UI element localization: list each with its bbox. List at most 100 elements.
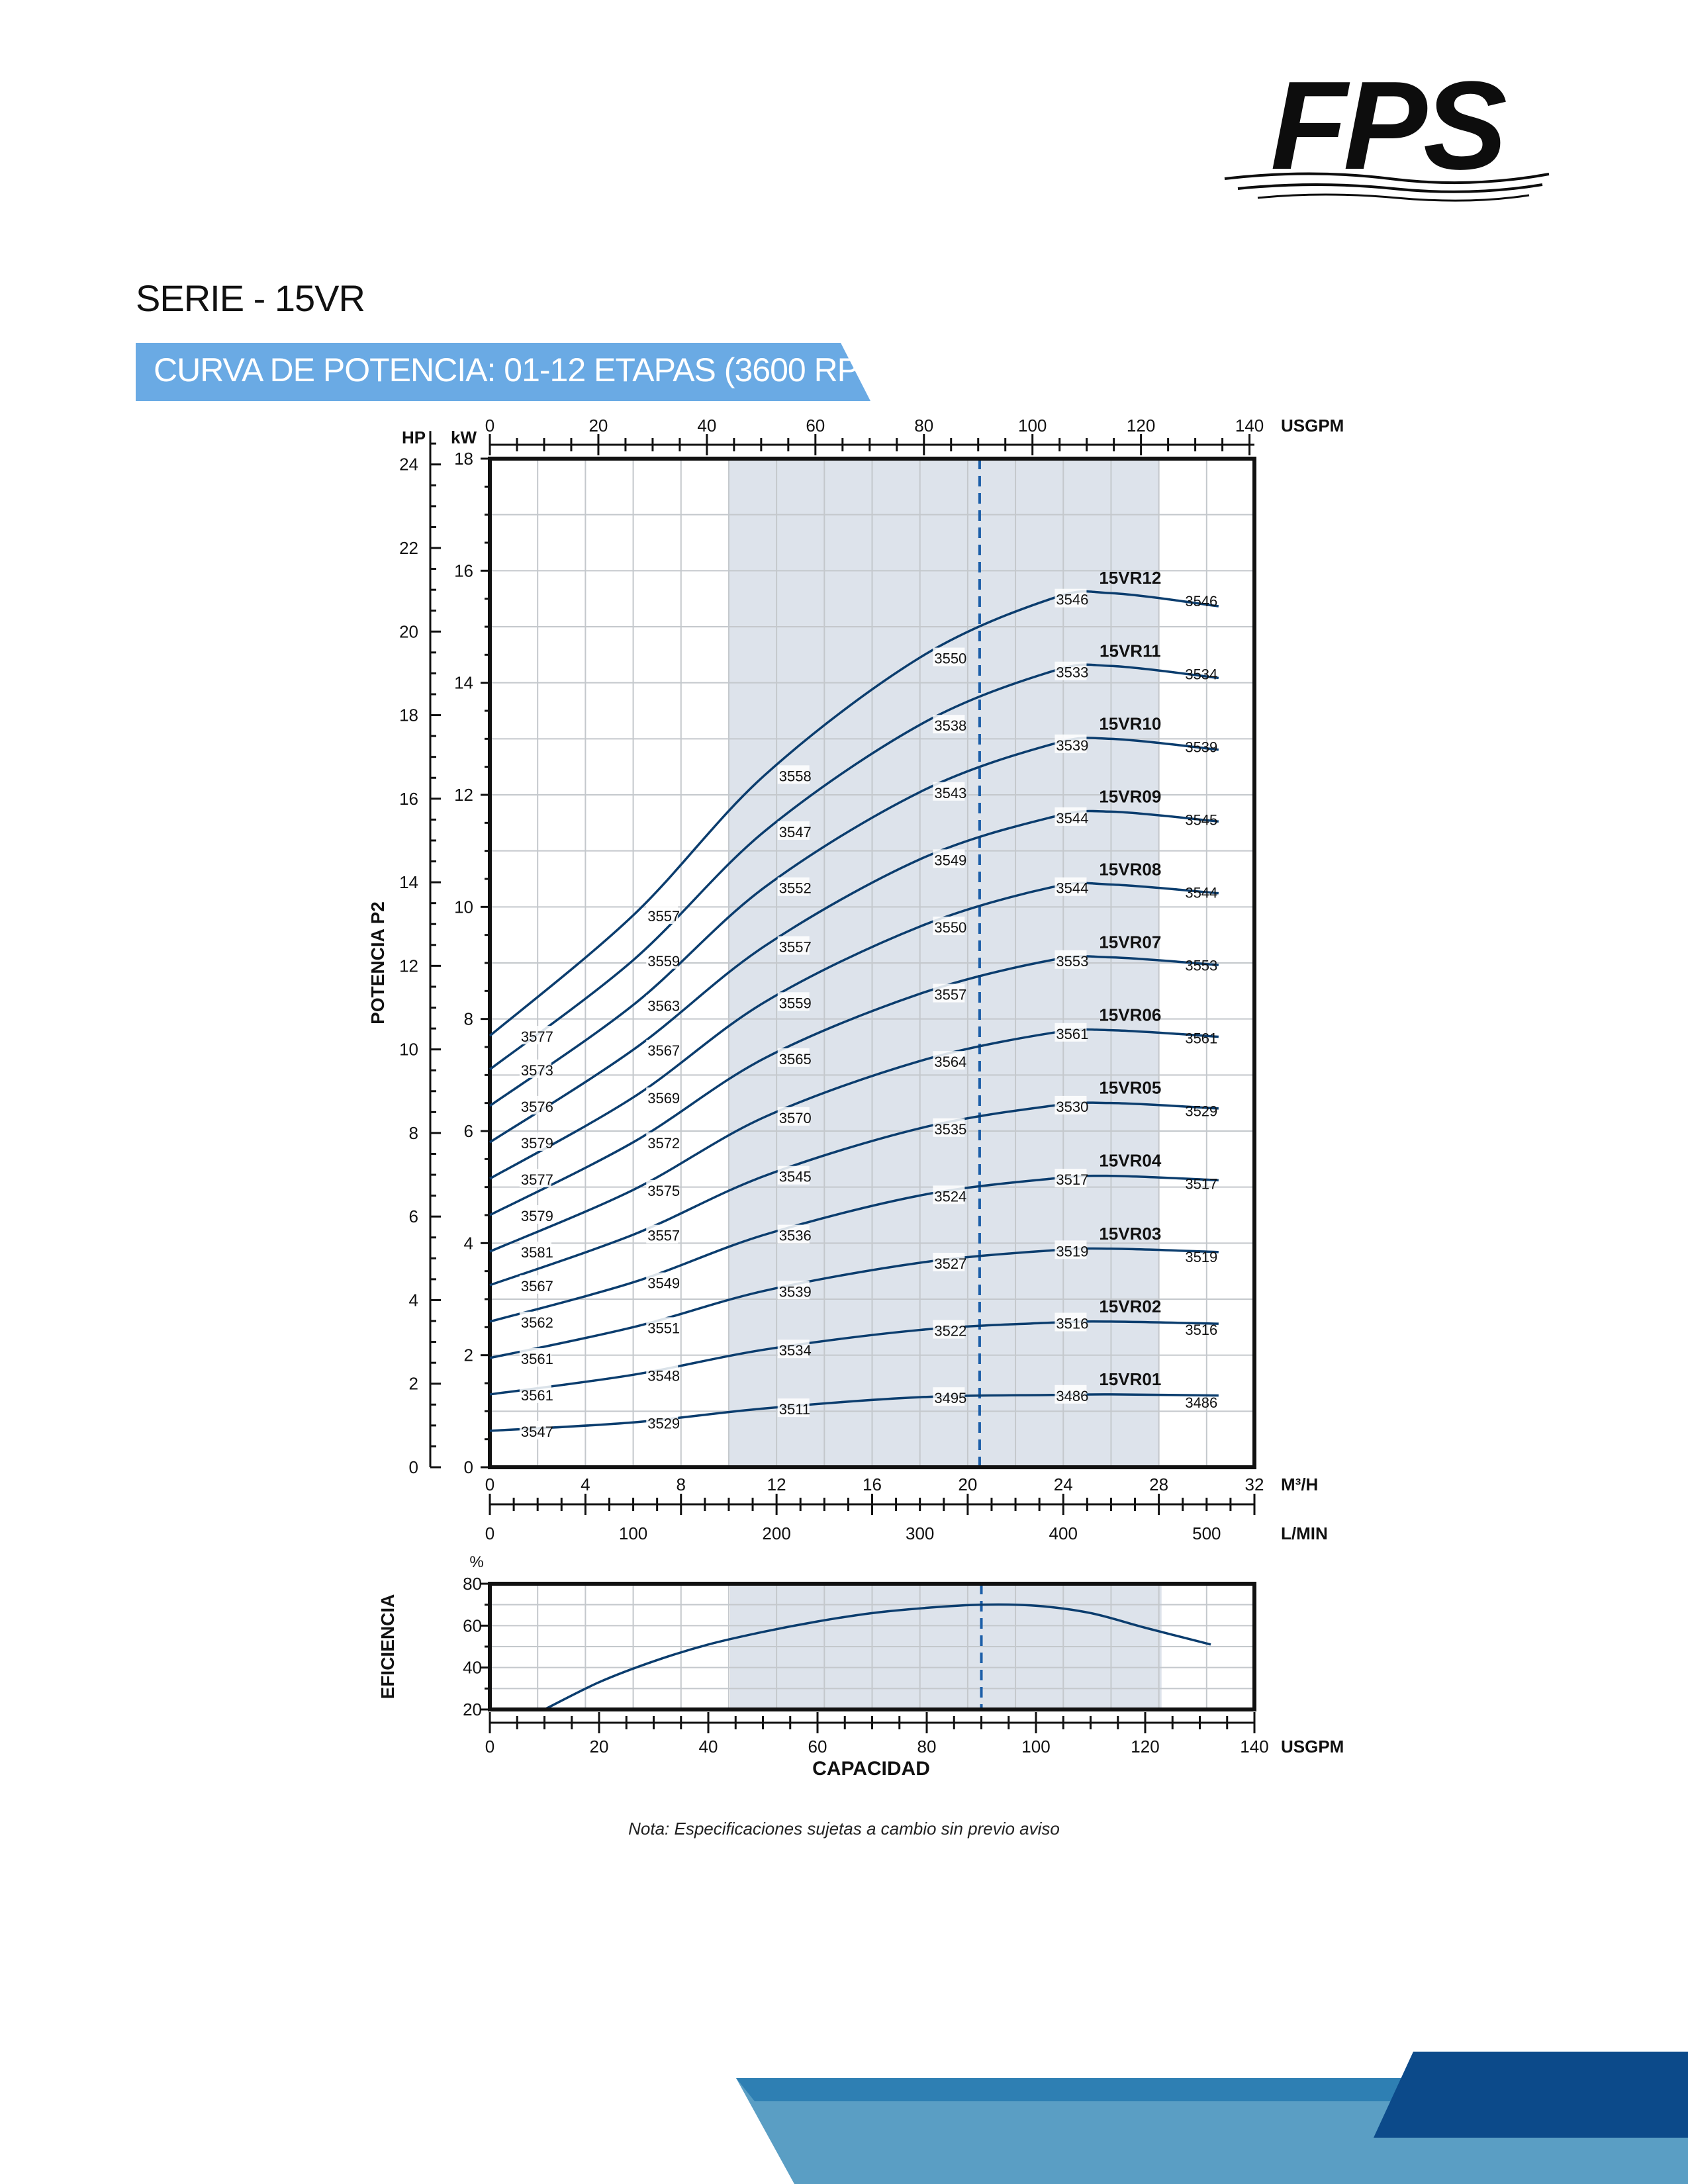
hp-axis-tick-label: 12 [399, 956, 418, 976]
rpm-label: 3575 [647, 1183, 680, 1199]
rpm-label-bg [777, 877, 810, 896]
series-name-15vr07: 15VR07 [1099, 933, 1161, 952]
rpm-label-bg [777, 992, 810, 1011]
rpm-label-bg [1055, 950, 1087, 969]
eff-bottom-tick-label: 60 [808, 1737, 827, 1756]
rpm-label: 3543 [934, 785, 966, 801]
top-axis-tick-label: 20 [588, 416, 608, 435]
power-curve-15vr02 [489, 1320, 1219, 1396]
kw-axis-tick-label: 2 [464, 1345, 473, 1365]
series-title: SERIE - 15VR [136, 277, 365, 319]
top-axis-tick-label: 140 [1235, 416, 1264, 435]
rpm-label: 3549 [647, 1275, 680, 1292]
rpm-label: 3549 [934, 852, 966, 868]
rpm-label-bg [1055, 1168, 1087, 1187]
power-curve-15vr04 [489, 1174, 1219, 1323]
rpm-label-bg [933, 983, 965, 1003]
power-curve-15vr03 [489, 1247, 1219, 1359]
series-name-15vr02: 15VR02 [1099, 1297, 1161, 1316]
eff-axis-tick-label: 40 [463, 1658, 482, 1678]
m3h-axis-tick-label: 16 [863, 1475, 882, 1494]
power-axis-label: POTENCIA P2 [367, 901, 388, 1024]
top-axis-tick-label: 0 [485, 416, 494, 435]
hp-axis-tick-label: 2 [409, 1374, 418, 1394]
rpm-label: 3562 [521, 1314, 553, 1331]
m3h-axis-tick-label: 24 [1054, 1475, 1073, 1494]
rpm-end-label: 3486 [1185, 1394, 1217, 1411]
rpm-label: 3522 [934, 1323, 966, 1340]
rpm-label-bg [1055, 1312, 1087, 1332]
rpm-label-bg [646, 995, 679, 1014]
rpm-label: 3517 [1056, 1171, 1088, 1188]
eff-axis-tick-label: 60 [463, 1615, 482, 1635]
power-curve-15vr12 [489, 590, 1219, 1037]
kw-axis-unit: kW [451, 428, 477, 447]
power-curve-15vr01 [489, 1393, 1219, 1432]
rpm-label-bg [933, 782, 965, 801]
banner-title: CURVA DE POTENCIA: 01-12 ETAPAS (3600 RP… [154, 351, 896, 388]
rpm-label-bg [646, 905, 679, 925]
eff-bottom-tick-label: 0 [485, 1737, 494, 1756]
series-name-15vr06: 15VR06 [1099, 1005, 1161, 1025]
rpm-label: 3561 [521, 1351, 553, 1367]
rpm-label: 3563 [647, 998, 680, 1015]
m3h-axis-tick-label: 4 [581, 1475, 590, 1494]
rpm-label-bg [646, 1272, 679, 1291]
rpm-end-label: 3561 [1185, 1030, 1217, 1047]
hp-axis-tick-label: 6 [409, 1206, 418, 1226]
rpm-label-bg [519, 1095, 551, 1115]
rpm-label-bg [519, 1132, 551, 1151]
rpm-label: 3535 [934, 1121, 966, 1138]
m3h-axis-tick-label: 0 [485, 1475, 494, 1494]
rpm-label-bg [1055, 807, 1087, 826]
eff-bottom-tick-label: 100 [1021, 1737, 1050, 1756]
rpm-label: 3557 [647, 908, 680, 925]
rpm-label-bg [519, 1384, 551, 1403]
rpm-label: 3519 [1056, 1243, 1088, 1259]
rpm-label-bg [646, 1132, 679, 1151]
rpm-label-bg [646, 1224, 679, 1244]
eff-axis-tick-label: 80 [463, 1574, 482, 1594]
series-name-15vr12: 15VR12 [1099, 568, 1161, 588]
kw-axis-tick-label: 16 [454, 561, 473, 580]
rpm-label: 3557 [934, 987, 966, 1003]
kw-axis-tick-label: 8 [464, 1009, 473, 1029]
rpm-label-bg [777, 1048, 810, 1067]
eff-bottom-tick-label: 40 [699, 1737, 718, 1756]
rpm-end-label: 3539 [1185, 739, 1217, 755]
rpm-label: 3570 [779, 1110, 812, 1126]
rpm-label: 3524 [934, 1188, 966, 1205]
rpm-label-bg [646, 1087, 679, 1107]
rpm-label: 3547 [521, 1424, 553, 1440]
series-name-15vr08: 15VR08 [1099, 859, 1161, 879]
rpm-label-bg [777, 1281, 810, 1300]
rpm-label-bg [519, 1059, 551, 1078]
rpm-label: 3511 [779, 1401, 810, 1418]
rpm-label-bg [1055, 1095, 1087, 1115]
rpm-end-label: 3516 [1185, 1322, 1217, 1338]
capacity-axis-label: CAPACIDAD [812, 1758, 930, 1780]
eff-bottom-tick-label: 120 [1131, 1737, 1159, 1756]
rpm-label-bg [933, 916, 965, 935]
top-axis-unit: USGPM [1281, 416, 1344, 435]
kw-axis-tick-label: 18 [454, 449, 473, 469]
series-name-15vr01: 15VR01 [1099, 1369, 1161, 1389]
power-curve-15vr05 [489, 1101, 1219, 1287]
efficiency-curve [543, 1603, 1211, 1711]
rpm-label-bg [519, 1242, 551, 1261]
fps-logo-icon: FPS [1224, 63, 1550, 202]
rpm-label: 3495 [934, 1390, 966, 1406]
rpm-label: 3547 [779, 824, 812, 841]
power-curve-15vr06 [489, 1028, 1219, 1253]
rpm-label: 3548 [647, 1367, 680, 1384]
power-curve-15vr11 [489, 663, 1219, 1071]
eff-axis-label: EFICIENCIA [377, 1594, 398, 1700]
rpm-label: 3557 [647, 1228, 680, 1244]
rpm-label-bg [777, 1398, 810, 1418]
lmin-axis-tick-label: 100 [619, 1524, 647, 1543]
rpm-label: 3567 [647, 1042, 680, 1059]
rpm-label-bg [933, 849, 965, 868]
rpm-label-bg [1055, 588, 1087, 608]
eff-axis-tick-label: 20 [463, 1700, 482, 1719]
